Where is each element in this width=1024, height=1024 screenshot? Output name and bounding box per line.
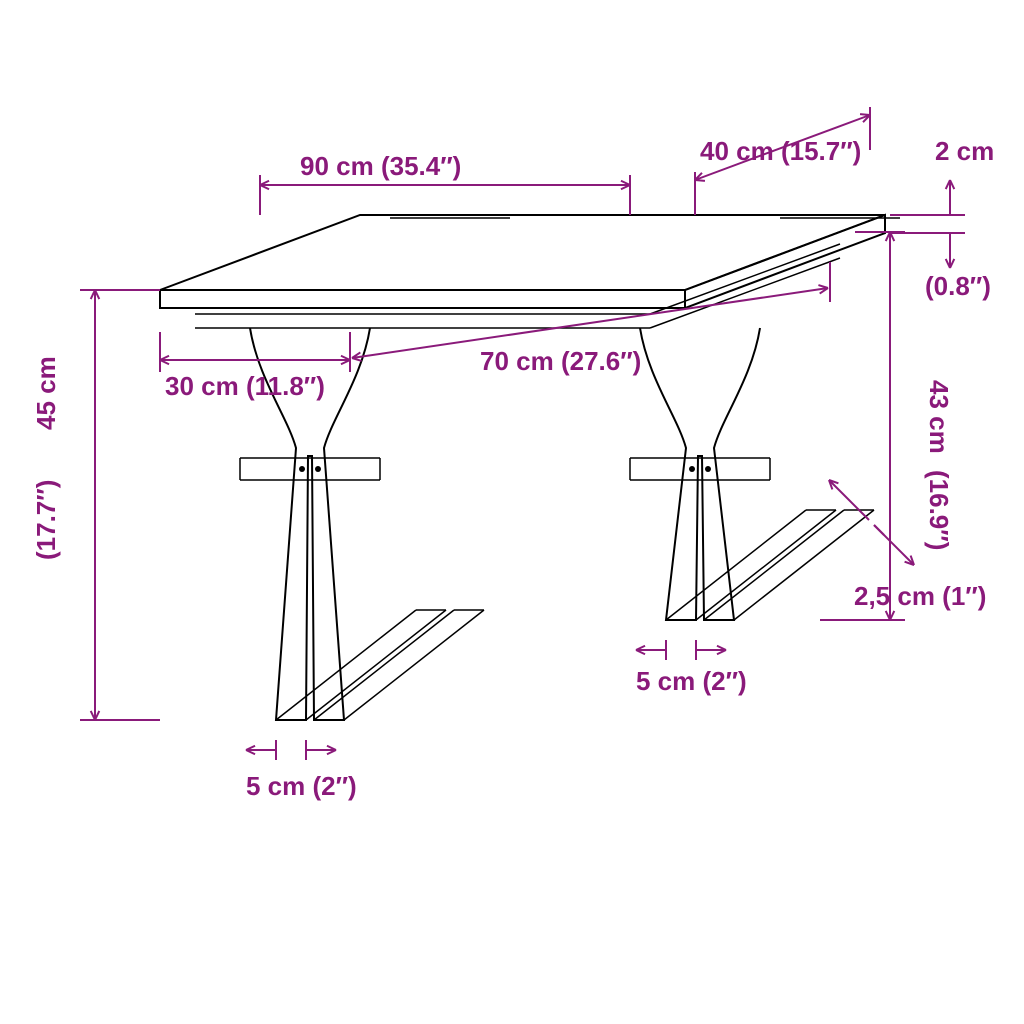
svg-text:2,5 cm (1″): 2,5 cm (1″) [854,581,986,611]
svg-text:(17.7″): (17.7″) [31,480,61,560]
svg-text:30 cm (11.8″): 30 cm (11.8″) [165,371,325,401]
table-dimension-diagram: 90 cm (35.4″) 40 cm (15.7″) 2 cm (0.8″) 45 c… [0,0,1024,1024]
svg-text:2 cm: 2 cm [935,136,994,166]
svg-text:5 cm (2″): 5 cm (2″) [246,771,357,801]
svg-text:90 cm (35.4″): 90 cm (35.4″) [300,151,461,181]
svg-text:5 cm (2″): 5 cm (2″) [636,666,747,696]
svg-text:(16.9″): (16.9″) [924,470,954,550]
svg-text:43 cm: 43 cm [924,380,954,454]
svg-text:70 cm (27.6″): 70 cm (27.6″) [480,346,641,376]
svg-text:(0.8″): (0.8″) [925,271,991,301]
svg-text:45 cm: 45 cm [31,356,61,430]
svg-text:40 cm (15.7″): 40 cm (15.7″) [700,136,861,166]
